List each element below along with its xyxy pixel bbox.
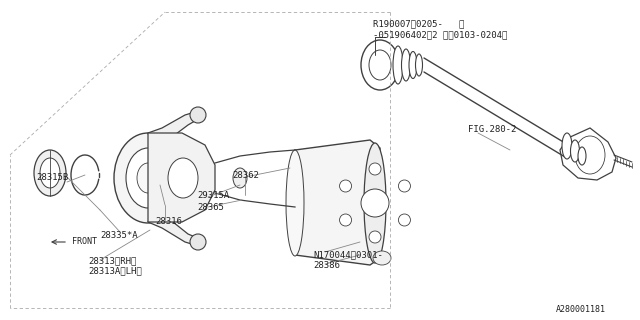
Text: 28386: 28386	[313, 261, 340, 270]
Circle shape	[340, 180, 351, 192]
Text: 28313〈RH〉: 28313〈RH〉	[88, 257, 136, 266]
Circle shape	[369, 163, 381, 175]
Circle shape	[399, 180, 410, 192]
Text: 28315B: 28315B	[36, 173, 68, 182]
Ellipse shape	[393, 46, 403, 84]
Ellipse shape	[361, 189, 389, 217]
Ellipse shape	[401, 49, 410, 81]
Ellipse shape	[34, 150, 66, 196]
Text: 28313A〈LH〉: 28313A〈LH〉	[88, 267, 141, 276]
Ellipse shape	[373, 251, 391, 265]
Ellipse shape	[415, 54, 422, 76]
Text: 29315A: 29315A	[197, 191, 229, 201]
Polygon shape	[148, 212, 200, 245]
Ellipse shape	[40, 158, 60, 188]
Polygon shape	[148, 133, 215, 222]
Circle shape	[190, 107, 206, 123]
Text: -051906402〨2 〩〨0103-0204〉: -051906402〨2 〩〨0103-0204〉	[373, 30, 508, 39]
Ellipse shape	[126, 148, 170, 208]
Text: 28335*A: 28335*A	[100, 231, 138, 241]
Ellipse shape	[233, 168, 247, 188]
Text: FIG.280-2: FIG.280-2	[468, 125, 516, 134]
Polygon shape	[148, 112, 200, 147]
Ellipse shape	[137, 163, 159, 193]
Circle shape	[340, 214, 351, 226]
Circle shape	[399, 214, 410, 226]
Ellipse shape	[286, 150, 304, 256]
Ellipse shape	[364, 143, 386, 263]
Text: 28362: 28362	[232, 171, 259, 180]
Text: A280001181: A280001181	[556, 306, 606, 315]
Circle shape	[190, 234, 206, 250]
Ellipse shape	[114, 133, 182, 223]
Circle shape	[369, 231, 381, 243]
Text: R190007〰0205-   〉: R190007〰0205- 〉	[373, 20, 465, 28]
Ellipse shape	[409, 52, 417, 78]
Ellipse shape	[570, 140, 579, 162]
Ellipse shape	[578, 147, 586, 165]
Ellipse shape	[562, 133, 572, 159]
Polygon shape	[295, 140, 380, 265]
Ellipse shape	[168, 158, 198, 198]
Text: FRONT: FRONT	[72, 237, 97, 246]
Text: 28316: 28316	[155, 218, 182, 227]
Text: 28365: 28365	[197, 204, 224, 212]
Text: N170044〰0301-: N170044〰0301-	[313, 251, 383, 260]
